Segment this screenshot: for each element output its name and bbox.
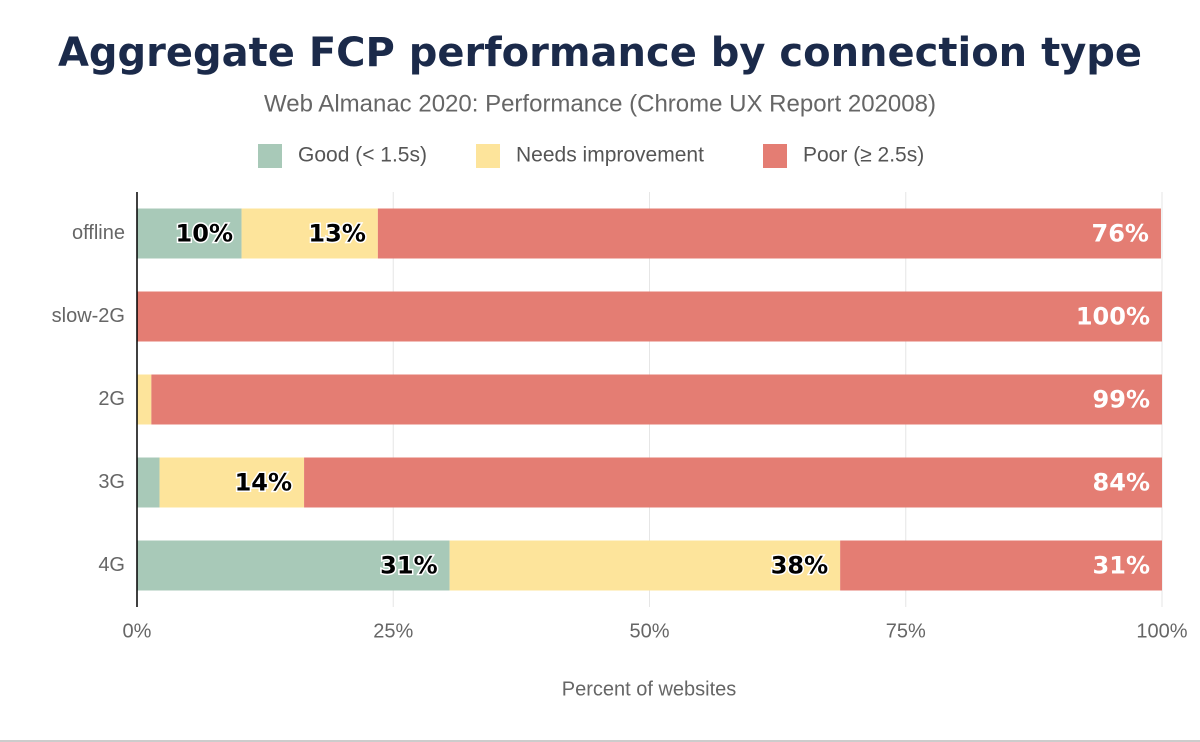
y-tick-label: offline: [72, 222, 125, 244]
x-axis-title: Percent of websites: [562, 678, 737, 700]
bar-segment: [137, 208, 242, 259]
bar-segment: [159, 457, 305, 508]
data-label: 31%: [1093, 552, 1150, 580]
bar-segment: [377, 208, 1161, 259]
x-tick-label: 75%: [886, 620, 926, 642]
x-tick-label: 0%: [123, 620, 152, 642]
data-label: 38%: [771, 552, 828, 580]
data-label: 10%: [176, 220, 233, 248]
legend-swatch: [258, 144, 282, 168]
bar-segment: [449, 540, 841, 591]
bar-segment: [840, 540, 1162, 591]
bar-segment: [137, 374, 152, 425]
bar-segment: [241, 208, 378, 259]
y-tick-label: 3G: [98, 471, 125, 493]
bar-segment: [137, 291, 1162, 342]
chart-subtitle: Web Almanac 2020: Performance (Chrome UX…: [264, 90, 936, 117]
y-tick-label: slow-2G: [52, 305, 125, 327]
bar-segment: [151, 374, 1163, 425]
legend-label: Poor (≥ 2.5s): [803, 144, 924, 167]
data-label: 100%: [1076, 303, 1150, 331]
legend-swatch: [763, 144, 787, 168]
y-tick-label: 4G: [98, 554, 125, 576]
data-label: 99%: [1093, 386, 1150, 414]
bar-segment: [304, 457, 1162, 508]
legend-label: Good (< 1.5s): [298, 144, 427, 167]
data-label: 76%: [1092, 220, 1149, 248]
x-tick-label: 50%: [629, 620, 669, 642]
y-tick-label: 2G: [98, 388, 125, 410]
x-tick-label: 100%: [1136, 620, 1187, 642]
data-label: 84%: [1093, 469, 1150, 497]
bar-segment: [137, 457, 160, 508]
data-label: 14%: [235, 469, 292, 497]
data-label: 31%: [380, 552, 437, 580]
chart-title: Aggregate FCP performance by connection …: [58, 30, 1142, 76]
legend-label: Needs improvement: [516, 144, 704, 167]
x-tick-label: 25%: [373, 620, 413, 642]
legend-swatch: [476, 144, 500, 168]
data-label: 13%: [308, 220, 365, 248]
bar-segment: [137, 540, 450, 591]
